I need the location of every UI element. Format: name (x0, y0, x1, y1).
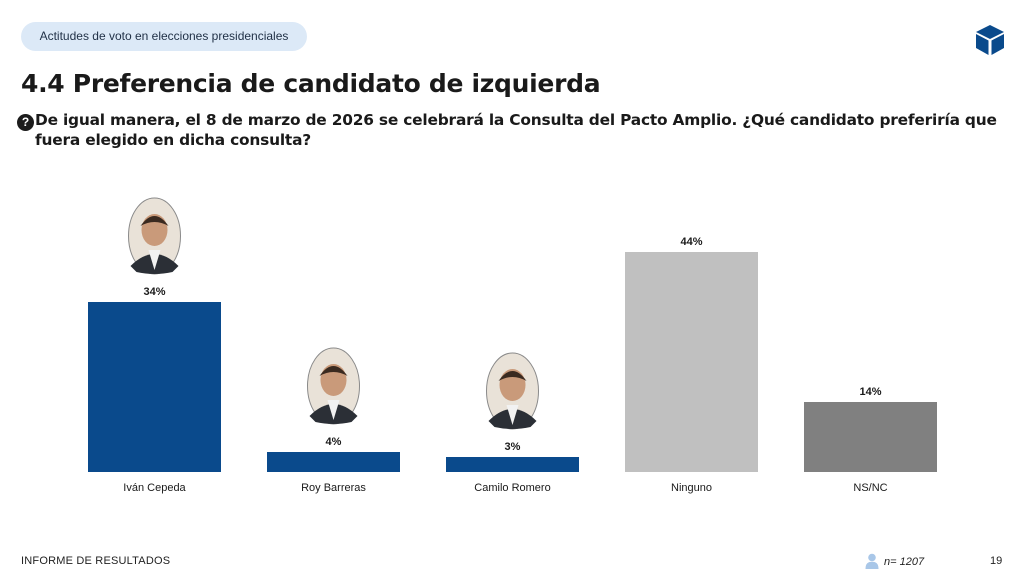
survey-question: De igual manera, el 8 de marzo de 2026 s… (35, 111, 997, 149)
data-label: 14% (859, 386, 881, 398)
candidate-photo (128, 197, 181, 275)
report-label: INFORME DE RESULTADOS (21, 555, 171, 567)
data-label: 34% (143, 286, 165, 298)
category-label: Iván Cepeda (123, 482, 186, 494)
person-icon (865, 553, 879, 569)
category-label: Roy Barreras (301, 482, 366, 494)
page-title: 4.4 Preferencia de candidato de izquierd… (21, 69, 601, 98)
section-pill: Actitudes de voto en elecciones presiden… (21, 22, 307, 51)
candidate-photo (307, 347, 360, 425)
category-label: Ninguno (671, 482, 712, 494)
data-label: 3% (505, 441, 521, 453)
bar-5 (804, 402, 937, 472)
page-number: 19 (990, 555, 1003, 567)
bar-2 (267, 452, 400, 472)
category-label: Camilo Romero (474, 482, 550, 494)
question-icon: ? (17, 114, 34, 131)
data-label: 44% (680, 236, 702, 248)
bar-4 (625, 252, 758, 472)
sample-size: n= 1207 (884, 556, 925, 568)
candidate-photo (486, 352, 539, 430)
bar-3 (446, 457, 579, 472)
data-label: 4% (326, 436, 342, 448)
category-label: NS/NC (853, 482, 887, 494)
bar-1 (88, 302, 221, 472)
cube-logo-icon (976, 25, 1004, 55)
